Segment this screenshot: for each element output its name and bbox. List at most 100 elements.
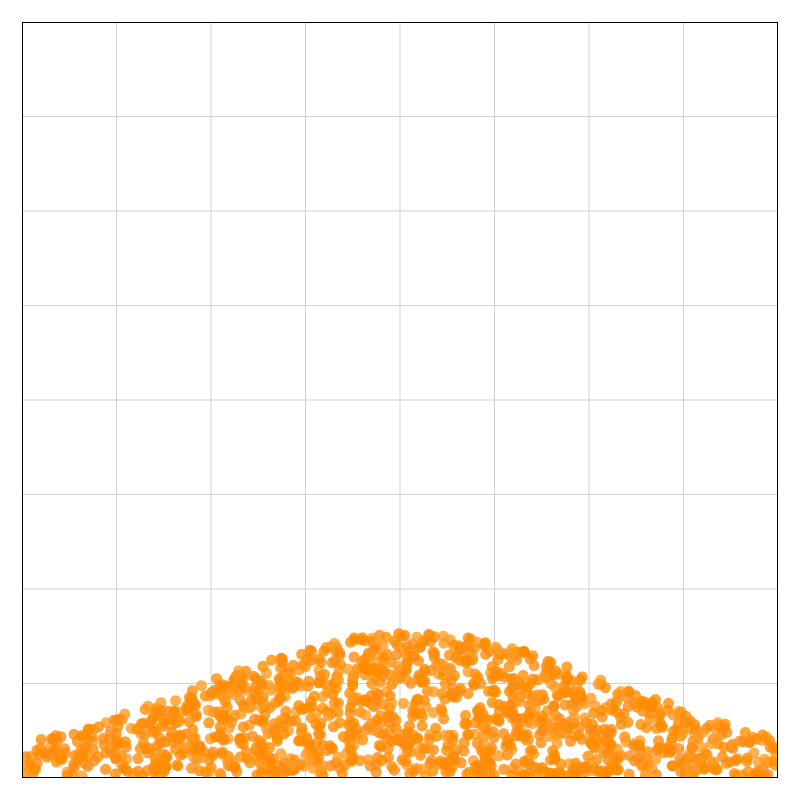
particle xyxy=(460,710,471,721)
particle xyxy=(448,750,460,762)
particle xyxy=(419,742,430,754)
particle xyxy=(396,754,408,766)
particle xyxy=(76,770,88,778)
particle xyxy=(412,732,423,744)
particle xyxy=(160,761,171,773)
particle xyxy=(501,705,513,717)
particle xyxy=(567,705,579,716)
particle xyxy=(311,737,323,749)
particle xyxy=(517,670,529,681)
particle xyxy=(501,737,513,748)
particle xyxy=(425,754,437,766)
particle xyxy=(536,710,548,722)
particle xyxy=(235,708,247,720)
particle xyxy=(202,704,214,716)
particle xyxy=(268,724,280,736)
particle xyxy=(526,744,538,756)
particle xyxy=(719,718,731,730)
particle xyxy=(395,736,407,748)
particle xyxy=(545,656,557,668)
particle xyxy=(297,659,308,671)
particle xyxy=(348,634,360,646)
particle xyxy=(473,713,485,725)
particle xyxy=(728,768,740,778)
particle xyxy=(405,746,417,758)
particle xyxy=(506,769,518,778)
particle xyxy=(601,766,613,778)
particle xyxy=(255,767,267,778)
particle xyxy=(322,710,334,722)
particle xyxy=(313,751,324,763)
particle xyxy=(277,720,289,732)
particle xyxy=(588,741,600,753)
particle xyxy=(611,754,623,766)
particle xyxy=(561,661,573,673)
particle xyxy=(488,670,500,682)
particle xyxy=(218,734,229,746)
particle xyxy=(680,711,692,722)
particle xyxy=(419,663,431,675)
particle xyxy=(170,695,182,707)
particle xyxy=(281,670,293,682)
particle xyxy=(390,649,402,661)
particle xyxy=(646,697,658,709)
particle xyxy=(548,769,560,778)
particle xyxy=(231,670,243,682)
particle xyxy=(437,630,449,642)
particle xyxy=(624,750,636,762)
particle xyxy=(744,736,756,748)
particle xyxy=(295,680,307,692)
particle xyxy=(174,732,186,744)
particle xyxy=(172,760,184,772)
particle xyxy=(234,733,245,745)
particle xyxy=(278,761,289,773)
particle xyxy=(493,715,505,727)
particle xyxy=(166,713,178,725)
particle xyxy=(632,752,644,764)
particle xyxy=(757,763,769,775)
particle xyxy=(764,741,776,753)
particle xyxy=(730,755,742,767)
particle xyxy=(386,761,398,773)
particle xyxy=(237,721,249,733)
particle xyxy=(233,684,245,696)
particle xyxy=(51,735,63,747)
particle xyxy=(55,752,67,764)
particle xyxy=(333,674,345,686)
particle xyxy=(483,685,495,697)
particle xyxy=(231,766,243,778)
particle xyxy=(114,736,125,748)
particle xyxy=(366,678,378,690)
particle xyxy=(443,664,454,676)
particle xyxy=(674,753,686,765)
particle xyxy=(365,649,377,661)
particle xyxy=(33,749,45,760)
particle xyxy=(463,655,475,667)
particle xyxy=(486,697,498,708)
particle xyxy=(476,765,488,776)
particle xyxy=(317,691,328,703)
particle xyxy=(174,749,186,761)
particle xyxy=(215,769,227,778)
particle xyxy=(535,737,547,749)
frame xyxy=(22,22,778,778)
particle xyxy=(439,759,451,771)
particle xyxy=(599,723,611,735)
particle xyxy=(62,770,73,778)
particle xyxy=(499,671,511,683)
particle xyxy=(347,680,359,692)
particle xyxy=(623,768,635,778)
particle xyxy=(536,725,548,737)
particle xyxy=(686,742,698,754)
particle xyxy=(35,734,47,745)
particle xyxy=(558,718,570,730)
particle xyxy=(518,645,530,657)
particle xyxy=(539,766,551,778)
particle xyxy=(401,674,413,685)
particle xyxy=(575,674,587,686)
particle xyxy=(445,674,457,686)
particle xyxy=(401,657,413,669)
particle xyxy=(493,750,505,762)
particle xyxy=(677,727,689,739)
particle xyxy=(448,640,460,651)
